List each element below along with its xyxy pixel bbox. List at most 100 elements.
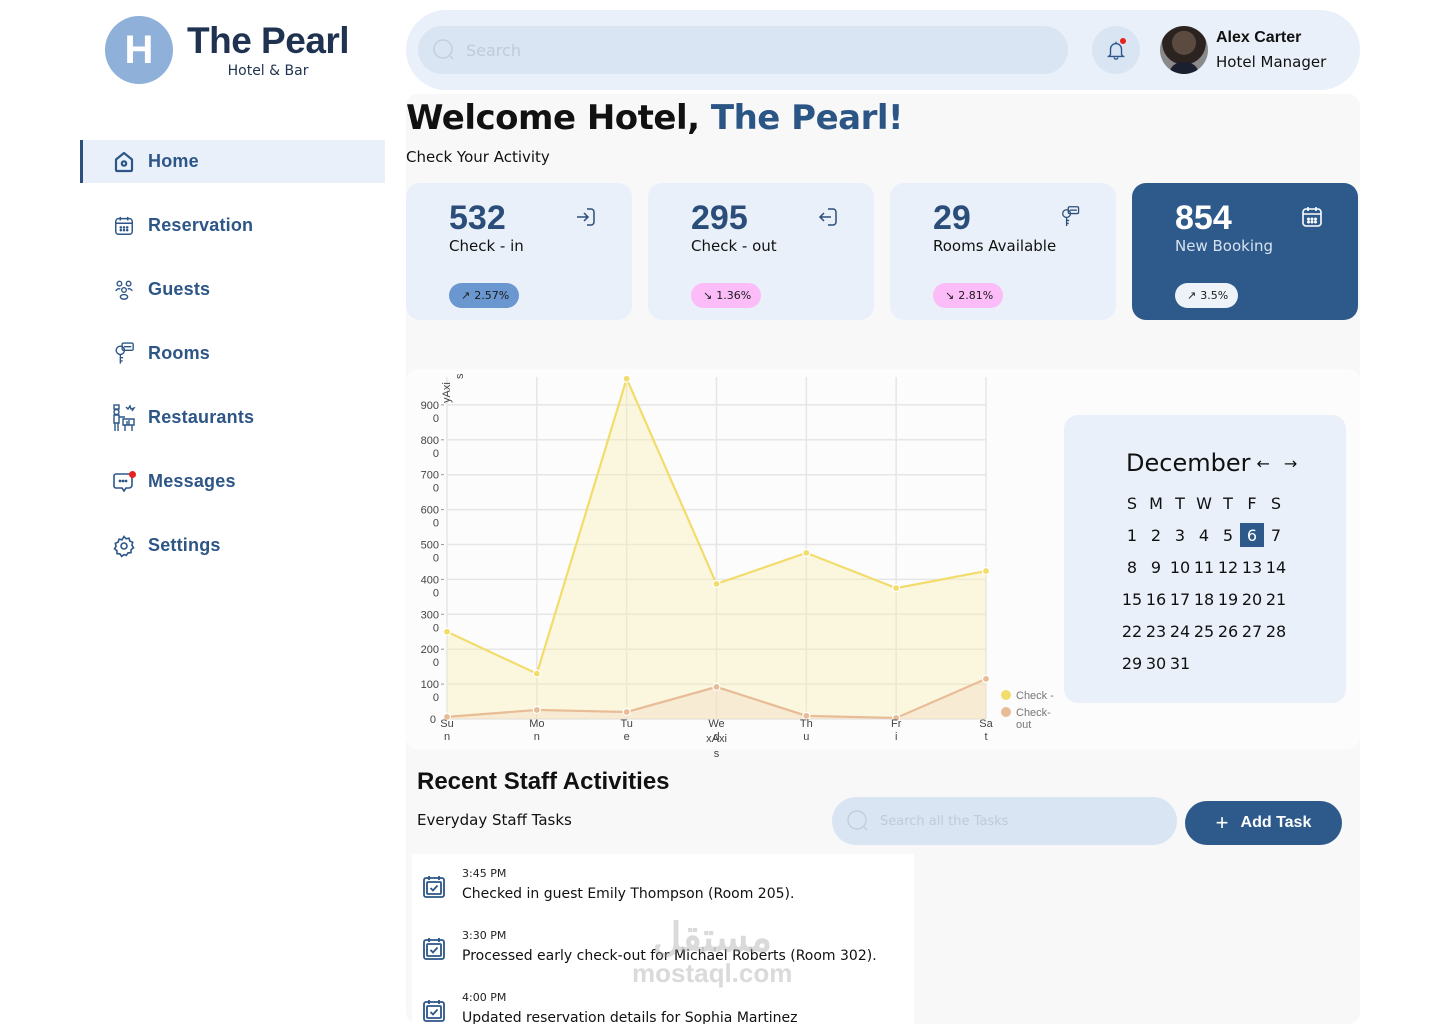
sidebar-item-messages[interactable]: Messages [80, 460, 385, 503]
calendar-day[interactable]: 12 [1217, 557, 1239, 577]
svg-text:i: i [895, 731, 897, 743]
svg-text:600: 600 [421, 505, 439, 517]
svg-text:Check -: Check - [1016, 690, 1054, 702]
stat-value: 295 [691, 199, 748, 237]
calendar-day[interactable]: 27 [1241, 621, 1263, 641]
svg-text:n: n [444, 731, 450, 743]
svg-text:t: t [984, 731, 987, 743]
stat-label: Check - in [449, 237, 524, 255]
calendar-day[interactable]: 18 [1193, 589, 1215, 609]
calendar-day[interactable]: 17 [1169, 589, 1191, 609]
task-search-input[interactable] [880, 813, 1160, 829]
svg-text:s: s [714, 748, 720, 760]
calendar-day[interactable]: 26 [1217, 621, 1239, 641]
calendar-day[interactable]: 13 [1241, 557, 1263, 577]
calendar-day[interactable]: 8 [1126, 557, 1138, 577]
brand-name: The Pearl [187, 20, 350, 61]
weekday-label: T [1223, 493, 1233, 513]
svg-text:Check-: Check- [1016, 707, 1051, 719]
sidebar-item-label: Home [148, 151, 199, 171]
calendar-prev-button[interactable]: ← [1256, 453, 1270, 473]
user-info[interactable]: Alex Carter Hotel Manager [1216, 26, 1326, 74]
sidebar-item-guests[interactable]: Guests [80, 268, 385, 311]
user-name: Alex Carter [1216, 29, 1302, 46]
svg-text:u: u [803, 731, 809, 743]
calendar-day[interactable]: 16 [1145, 589, 1167, 609]
task-body: 3:30 PM Processed early check-out for Mi… [462, 928, 877, 968]
stat-card-check-in[interactable]: 532 Check - in ↗ 2.57% [406, 183, 632, 320]
list-item[interactable]: 3:30 PM Processed early check-out for Mi… [422, 928, 877, 968]
calendar-day[interactable]: 11 [1193, 557, 1215, 577]
add-task-button[interactable]: + Add Task [1185, 801, 1342, 845]
stat-card-new-booking[interactable]: 854 New Booking ↗ 3.5% [1132, 183, 1358, 320]
calendar-day[interactable]: 5 [1222, 525, 1234, 545]
calendar-check-icon [423, 938, 445, 960]
svg-text:200: 200 [421, 644, 439, 656]
calendar-day[interactable]: 10 [1169, 557, 1191, 577]
calendar-day[interactable]: 30 [1145, 653, 1167, 673]
calendar-day[interactable]: 7 [1270, 525, 1282, 545]
calendar-day[interactable]: 24 [1169, 621, 1191, 641]
calendar-day[interactable]: 23 [1145, 621, 1167, 641]
calendar-day[interactable]: 1 [1126, 525, 1138, 545]
svg-text:100: 100 [421, 679, 439, 691]
search-input[interactable] [466, 40, 1026, 60]
calendar-day[interactable]: 4 [1198, 525, 1210, 545]
calendar-day[interactable]: 31 [1169, 653, 1191, 673]
calendar-day[interactable]: 15 [1121, 589, 1143, 609]
sidebar-item-rooms[interactable]: Rooms [80, 332, 385, 375]
calendar-day[interactable]: 14 [1265, 557, 1287, 577]
sidebar-item-restaurants[interactable]: Restaurants [80, 396, 385, 439]
task-search[interactable] [832, 797, 1177, 845]
list-item[interactable]: 3:45 PM Checked in guest Emily Thompson … [422, 866, 794, 906]
main-content: Welcome Hotel, The Pearl! Check Your Act… [406, 94, 1360, 1024]
calendar-day[interactable]: 22 [1121, 621, 1143, 641]
svg-text:0: 0 [433, 657, 439, 669]
weekday-label: W [1196, 493, 1212, 513]
calendar-grid: S M T W T F S 1 2 3 4 5 6 7 8 9 10 11 12 13 14 15 16 17 18 19 20 21… [1120, 491, 1288, 675]
calendar-day[interactable]: 29 [1121, 653, 1143, 673]
sidebar: Home Reservation Guests Rooms Restaurant… [80, 140, 385, 588]
global-search[interactable] [418, 26, 1068, 74]
brand-logo[interactable]: H The Pearl Hotel & Bar [105, 16, 350, 84]
user-role: Hotel Manager [1216, 53, 1327, 71]
calendar-day[interactable]: 25 [1193, 621, 1215, 641]
sidebar-item-home[interactable]: Home [80, 140, 385, 183]
sidebar-item-label: Guests [148, 279, 211, 299]
change-badge: ↗ 2.57% [449, 283, 520, 308]
notification-dot [129, 470, 136, 478]
bell-icon [1107, 41, 1125, 60]
calendar-day-selected[interactable]: 6 [1240, 523, 1264, 547]
calendar-day[interactable]: 28 [1265, 621, 1287, 641]
sidebar-item-label: Reservation [148, 215, 254, 235]
change-badge: ↘ 2.81% [933, 283, 1004, 308]
calendar-day[interactable]: 2 [1150, 525, 1162, 545]
trend-down-icon: ↘ [703, 289, 713, 302]
notifications-button[interactable] [1092, 26, 1140, 74]
svg-text:We: We [708, 718, 724, 730]
calendar-day[interactable]: 20 [1241, 589, 1263, 609]
task-list: 3:45 PM Checked in guest Emily Thompson … [412, 854, 914, 1024]
weekday-label: F [1247, 493, 1257, 513]
calendar-day[interactable]: 3 [1174, 525, 1186, 545]
svg-text:400: 400 [421, 574, 439, 586]
stat-card-rooms-available[interactable]: 29 Rooms Available ↘ 2.81% [890, 183, 1116, 320]
sidebar-item-settings[interactable]: Settings [80, 524, 385, 567]
avatar[interactable] [1160, 26, 1208, 74]
stat-label: Rooms Available [933, 237, 1057, 255]
calendar-next-button[interactable]: → [1283, 453, 1298, 473]
calendar-day[interactable]: 19 [1217, 589, 1239, 609]
svg-text:900: 900 [421, 400, 439, 412]
calendar-day[interactable]: 9 [1150, 557, 1162, 577]
svg-text:e: e [624, 731, 630, 743]
welcome-prefix: Welcome Hotel, [406, 98, 711, 138]
calendar-day[interactable]: 21 [1265, 589, 1287, 609]
svg-text:0: 0 [433, 622, 439, 634]
top-bar: Alex Carter Hotel Manager [406, 10, 1360, 90]
stat-card-check-out[interactable]: 295 Check - out ↘ 1.36% [648, 183, 874, 320]
sidebar-item-reservation[interactable]: Reservation [80, 204, 385, 247]
stat-label: New Booking [1175, 237, 1274, 255]
room-key-icon [1062, 206, 1080, 226]
list-item[interactable]: 4:00 PM Updated reservation details for … [422, 990, 797, 1024]
